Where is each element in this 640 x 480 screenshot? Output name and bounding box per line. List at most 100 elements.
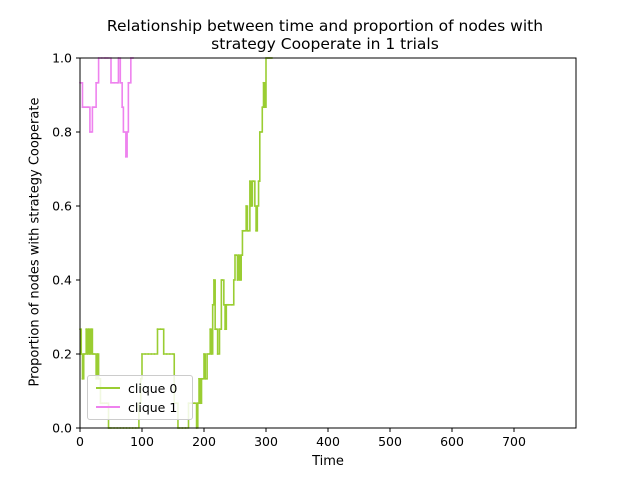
data-point xyxy=(216,353,219,355)
data-point xyxy=(193,402,196,405)
data-point xyxy=(91,353,94,355)
legend-swatch-clique-0 xyxy=(96,387,120,389)
data-point xyxy=(90,131,93,133)
y-tick-label: 0.0 xyxy=(52,421,72,436)
data-point xyxy=(196,402,199,405)
legend: clique 0 clique 1 xyxy=(87,375,193,420)
data-point xyxy=(221,279,224,281)
legend-label-clique-1: clique 1 xyxy=(128,399,178,415)
data-point xyxy=(210,353,213,355)
data-point xyxy=(82,106,85,109)
data-point xyxy=(248,180,251,183)
data-point xyxy=(119,81,122,84)
data-point xyxy=(220,279,223,281)
data-point xyxy=(215,328,218,331)
y-tick-label: 0.4 xyxy=(52,273,72,288)
data-point xyxy=(81,106,84,109)
data-point xyxy=(258,131,261,133)
data-point xyxy=(85,106,88,109)
legend-item-clique-0: clique 0 xyxy=(96,379,177,397)
data-point xyxy=(92,106,95,109)
data-point xyxy=(169,353,171,355)
data-point xyxy=(201,377,204,380)
x-tick-label: 0 xyxy=(76,434,84,449)
data-point xyxy=(141,353,143,355)
data-point xyxy=(93,106,96,109)
data-point xyxy=(165,353,168,355)
data-point xyxy=(262,81,265,84)
data-point xyxy=(147,353,150,355)
plot-frame xyxy=(79,57,577,429)
data-point xyxy=(239,279,241,281)
data-point xyxy=(127,81,130,84)
data-point xyxy=(96,353,99,355)
data-point xyxy=(204,377,207,380)
data-point xyxy=(200,377,203,380)
y-tick-label: 0.6 xyxy=(52,199,72,214)
x-tick-label: 500 xyxy=(378,434,402,449)
data-point xyxy=(208,353,210,355)
data-point xyxy=(159,328,162,331)
series-line-clique-0 xyxy=(80,57,273,429)
data-point xyxy=(156,328,159,331)
data-point xyxy=(113,81,115,84)
data-point xyxy=(209,328,212,331)
data-point xyxy=(236,279,239,281)
data-point xyxy=(225,303,228,306)
legend-item-clique-1: clique 1 xyxy=(96,398,177,416)
data-point xyxy=(172,353,174,355)
data-point xyxy=(261,106,264,109)
data-point xyxy=(144,353,147,355)
data-point xyxy=(89,131,91,133)
legend-swatch-clique-1 xyxy=(96,406,120,408)
tick-layer: 0 100 200 300 400 500 600 700 0.0 0.2 0.4 0.6 0.8 1.0 xyxy=(52,51,526,450)
data-point xyxy=(122,131,125,133)
data-point xyxy=(250,205,253,207)
x-tick-label: 700 xyxy=(502,434,526,449)
data-point xyxy=(203,353,205,355)
x-tick-label: 600 xyxy=(440,434,464,449)
y-tick-label: 1.0 xyxy=(52,51,72,66)
x-tick-label: 400 xyxy=(316,434,340,449)
data-point xyxy=(244,229,246,232)
data-point xyxy=(231,303,233,306)
data-point xyxy=(150,353,153,355)
data-point xyxy=(153,353,156,355)
data-point xyxy=(110,81,112,84)
data-point xyxy=(84,353,86,355)
data-point xyxy=(240,254,243,257)
data-point xyxy=(90,328,93,331)
data-point xyxy=(232,279,235,281)
data-point xyxy=(234,254,236,257)
data-point xyxy=(128,81,131,84)
data-point xyxy=(224,328,226,331)
chart-title-line-2: strategy Cooperate in 1 trials xyxy=(211,35,439,53)
data-point xyxy=(211,303,214,306)
data-point xyxy=(86,353,89,355)
data-point xyxy=(251,180,254,183)
data-point xyxy=(126,131,129,133)
data-point xyxy=(86,106,89,109)
x-tick-label: 300 xyxy=(254,434,278,449)
data-point xyxy=(96,81,99,84)
data-point xyxy=(121,106,124,109)
x-axis-label: Time xyxy=(312,454,344,469)
data-point xyxy=(235,254,238,257)
y-tick-label: 0.8 xyxy=(52,125,72,140)
series-layer xyxy=(79,57,274,429)
data-point xyxy=(124,155,127,158)
data-point xyxy=(82,353,85,355)
data-point xyxy=(256,205,259,207)
data-point xyxy=(123,131,126,133)
data-point xyxy=(257,180,260,183)
data-point xyxy=(263,106,266,109)
x-tick-label: 100 xyxy=(130,434,154,449)
data-point xyxy=(241,229,244,232)
x-tick-label: 200 xyxy=(192,434,216,449)
data-point xyxy=(246,229,249,232)
data-point xyxy=(226,303,229,306)
data-point xyxy=(206,353,209,355)
data-point xyxy=(85,328,88,331)
